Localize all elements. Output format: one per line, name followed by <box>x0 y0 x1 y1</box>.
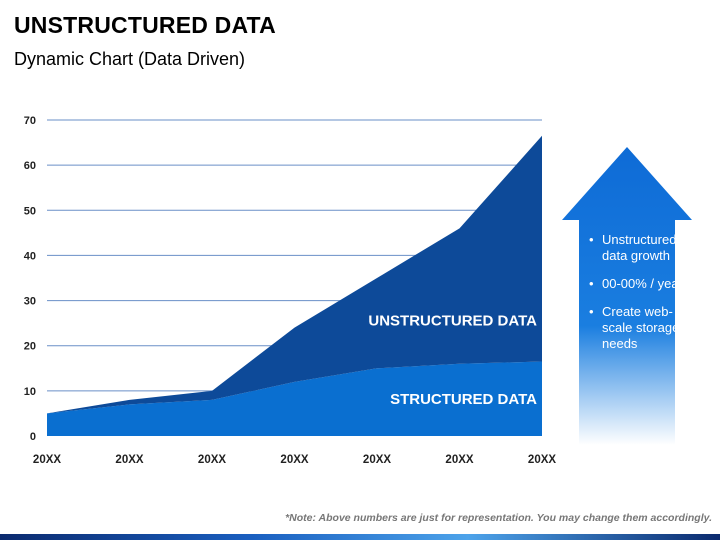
y-tick-label: 40 <box>24 250 36 262</box>
footnote: *Note: Above numbers are just for repres… <box>285 512 712 524</box>
area-series-2 <box>47 135 542 414</box>
x-tick-label: 20XX <box>115 454 143 466</box>
series-label-unstructured: UNSTRUCTURED DATA <box>368 313 537 330</box>
y-tick-label: 50 <box>24 205 36 217</box>
footer-bar <box>0 534 720 540</box>
slide-title: UNSTRUCTURED DATA <box>14 12 276 38</box>
slide-subtitle: Dynamic Chart (Data Driven) <box>14 49 246 69</box>
x-tick-label: 20XX <box>528 454 556 466</box>
y-tick-label: 70 <box>24 115 36 127</box>
arrow-bullet-2: 00-00% / year <box>589 276 698 292</box>
x-tick-label: 20XX <box>33 454 61 466</box>
y-tick-label: 30 <box>24 296 36 308</box>
series-label-structured: STRUCTURED DATA <box>390 391 537 408</box>
x-tick-label: 20XX <box>445 454 473 466</box>
x-tick-label: 20XX <box>280 454 308 466</box>
x-tick-label: 20XX <box>363 454 391 466</box>
y-tick-label: 0 <box>30 431 36 443</box>
arrow-bullet-list: Unstructured data growth 00-00% / year C… <box>588 232 698 364</box>
growth-arrow <box>562 147 692 445</box>
x-tick-label: 20XX <box>198 454 226 466</box>
y-tick-label: 60 <box>24 160 36 172</box>
arrow-shape <box>562 147 692 445</box>
area-series-1 <box>47 361 542 436</box>
arrow-bullet-3: Create web-scale storage needs <box>589 304 698 352</box>
arrow-bullet-1: Unstructured data growth <box>589 232 698 264</box>
y-tick-label: 20 <box>24 341 36 353</box>
y-tick-label: 10 <box>24 386 36 398</box>
